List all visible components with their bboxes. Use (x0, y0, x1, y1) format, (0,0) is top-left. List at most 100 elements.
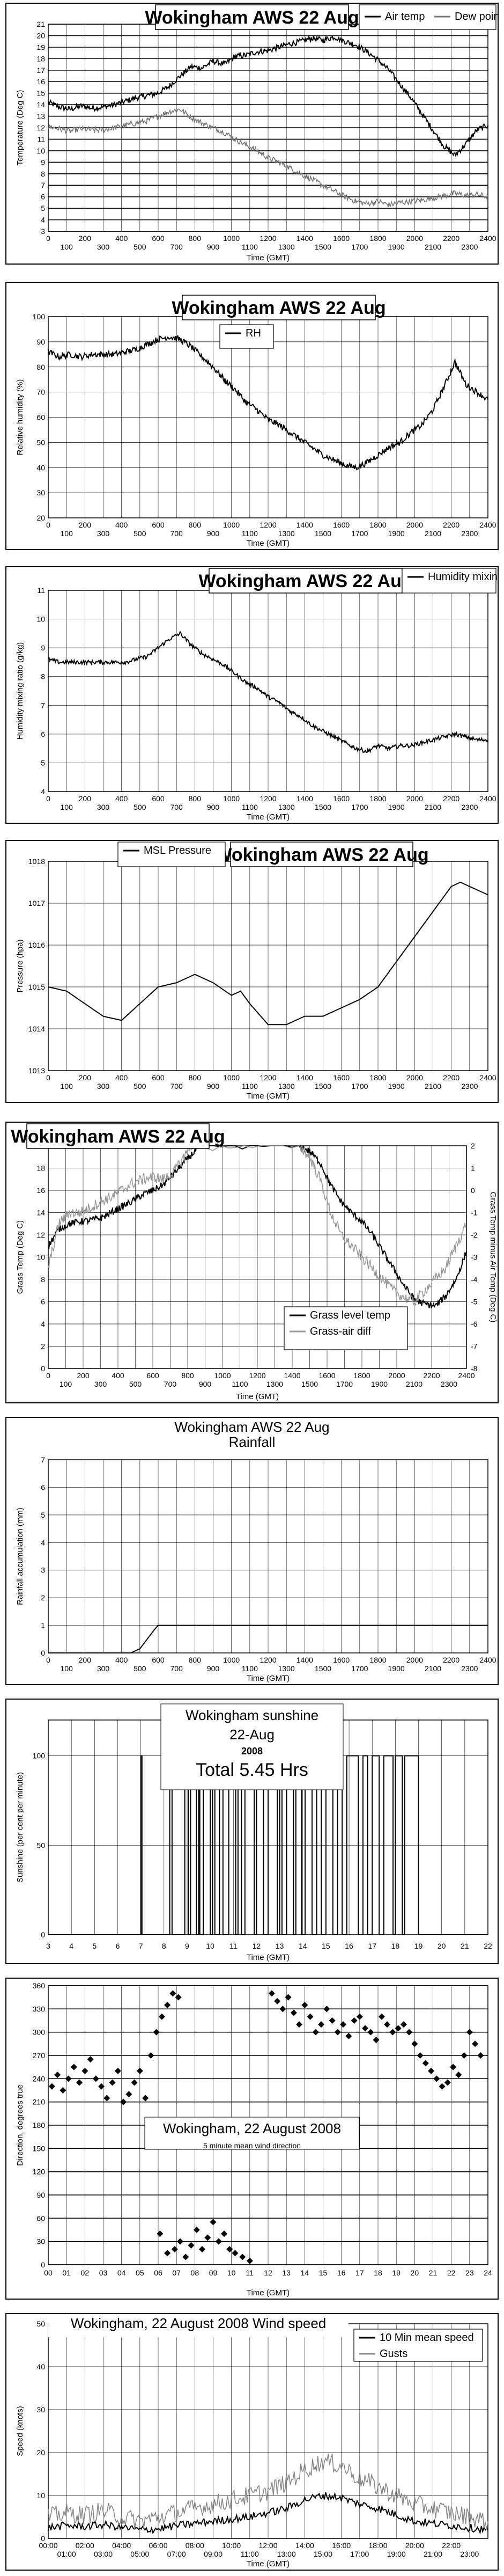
series-2 (48, 108, 488, 208)
scatter-point (334, 2029, 341, 2036)
x-gridlines (48, 317, 488, 518)
y-tick-label: 120 (33, 2168, 46, 2176)
x-tick-label-bottom: 1300 (278, 1664, 295, 1673)
legend: RH (219, 324, 274, 349)
x-tick-label-top: 600 (152, 1656, 165, 1664)
y-tick-label: 240 (33, 2074, 46, 2083)
x-tick-label-bottom: 300 (97, 803, 110, 811)
x-tick-label-top: 1200 (260, 1656, 276, 1664)
x-tick-label-bottom: 21:00 (424, 2550, 442, 2558)
legend-entry: Dew point (455, 11, 499, 23)
chart-title: Wokingham sunshine (186, 1707, 318, 1723)
x-tick-label: 17 (368, 1942, 376, 1950)
x-tick-label-top: 0 (46, 521, 50, 529)
chart-title-group: Wokingham, 22 August 2008 Wind speed (48, 2315, 349, 2337)
scatter-point (356, 2013, 363, 2020)
x-axis-label: Time (GMT) (247, 2288, 290, 2297)
x-tick-label-bottom: 500 (134, 529, 146, 538)
x-tick-label: 05 (136, 2268, 144, 2277)
x-tick-label-top: 0 (46, 794, 50, 803)
x-tick-label-top: 2000 (406, 1073, 423, 1082)
scatter-point (177, 2238, 183, 2245)
y-tick-label: 8 (41, 170, 45, 178)
x-tick-label: 00 (44, 2268, 53, 2277)
scatter-point (433, 2075, 440, 2082)
x-tick-label-bottom: 700 (170, 803, 183, 811)
title-box (230, 841, 413, 867)
scatter-point (175, 1994, 182, 2001)
chart-panel-9: 0 10 20 30 40 50 00:00 02:00 04:00 06:00 08:00 10:0… (5, 2313, 499, 2571)
scatter-point (199, 2246, 205, 2253)
x-tick-label-bottom: 700 (170, 1082, 183, 1091)
y-tick-label: 0 (41, 2260, 45, 2269)
series-line (48, 334, 488, 471)
y-tick-label: 4 (41, 787, 45, 796)
chart-title: Wokingham AWS 22 Aug (174, 1419, 329, 1435)
y-tick-label: 9 (41, 643, 45, 652)
x-tick-label-top: 04:00 (112, 2541, 131, 2550)
scatter-point (301, 2002, 308, 2009)
x-tick-label-bottom: 2100 (425, 243, 441, 251)
scatter-point (114, 2067, 121, 2074)
x-tick-label-bottom: 900 (207, 1082, 220, 1091)
title-box (155, 4, 349, 30)
x-tick-label-top: 1800 (369, 1656, 386, 1664)
title-box (161, 1419, 343, 1457)
x-tick-label: 20 (411, 2268, 419, 2277)
scatter-point (340, 2021, 347, 2028)
x-tick-label-top: 00:00 (39, 2541, 57, 2550)
y-tick-label: 0 (41, 1930, 45, 1939)
scatter-point (345, 2032, 352, 2039)
x-tick-label-top: 1600 (333, 521, 350, 529)
x-axis-label: Time (GMT) (247, 813, 290, 822)
series-line (48, 2453, 488, 2530)
scatter-point (378, 2013, 385, 2020)
x-tick-label-bottom: 300 (97, 1082, 110, 1091)
x-tick-label-bottom: 1900 (388, 529, 405, 538)
scatter-point (232, 2250, 239, 2257)
y-tick-label: 4 (41, 1538, 45, 1547)
legend-entry: Gusts (380, 2348, 407, 2360)
x-tick-label: 17 (355, 2268, 364, 2277)
legend-box (353, 2329, 483, 2362)
x-tick-label: 13 (276, 1942, 284, 1950)
x-tick-label-top: 1800 (369, 1073, 386, 1082)
x-tick-label-top: 14:00 (295, 2541, 314, 2550)
y-tick-label: 30 (36, 2405, 45, 2414)
series-line (48, 631, 488, 753)
x-tick-label-bottom: 100 (60, 243, 73, 251)
title-box (26, 1123, 210, 1149)
x-tick-label-top: 1600 (333, 794, 350, 803)
scatter-point (472, 2040, 479, 2047)
x-tick-label-bottom: 2100 (425, 1664, 441, 1673)
x-tick-label-top: 2400 (479, 234, 496, 243)
x-tick-label-bottom: 900 (207, 243, 220, 251)
y-axis-label: Pressure (hpa) (16, 939, 25, 992)
scatter-point (417, 2052, 424, 2059)
y-tick-label: 40 (36, 463, 45, 472)
x-tick-label-bottom: 500 (134, 803, 146, 811)
y-tick-label: 3 (41, 1566, 45, 1575)
x-tick-label-top: 200 (79, 234, 92, 243)
chart-title: Wokingham AWS 22 Aug (214, 845, 428, 865)
scatter-point (158, 2013, 165, 2020)
x-tick-label-top: 2000 (406, 794, 423, 803)
x-tick-label-bottom: 03:00 (94, 2550, 113, 2558)
chart-subtitle: Rainfall (229, 1434, 276, 1450)
scatter-point (296, 2021, 303, 2028)
x-tick-label-bottom: 300 (94, 1380, 107, 1388)
x-tick-label-top: 2200 (443, 521, 459, 529)
x-tick-label-bottom: 900 (199, 1380, 212, 1388)
scatter-point (439, 2083, 446, 2090)
x-tick-label-top: 1600 (333, 234, 350, 243)
scatter-point (131, 2079, 138, 2086)
x-tick-label-top: 1200 (260, 521, 276, 529)
x-tick-label-top: 1200 (260, 794, 276, 803)
series-line (48, 2492, 488, 2535)
x-tick-label-bottom: 700 (164, 1380, 177, 1388)
x-tick-label-top: 18:00 (368, 2541, 387, 2550)
x-tick-label-bottom: 700 (170, 529, 183, 538)
y-tick-label: 11 (37, 586, 45, 595)
y-tick-label: 1016 (28, 941, 45, 949)
y-tick-label: 20 (36, 514, 45, 522)
